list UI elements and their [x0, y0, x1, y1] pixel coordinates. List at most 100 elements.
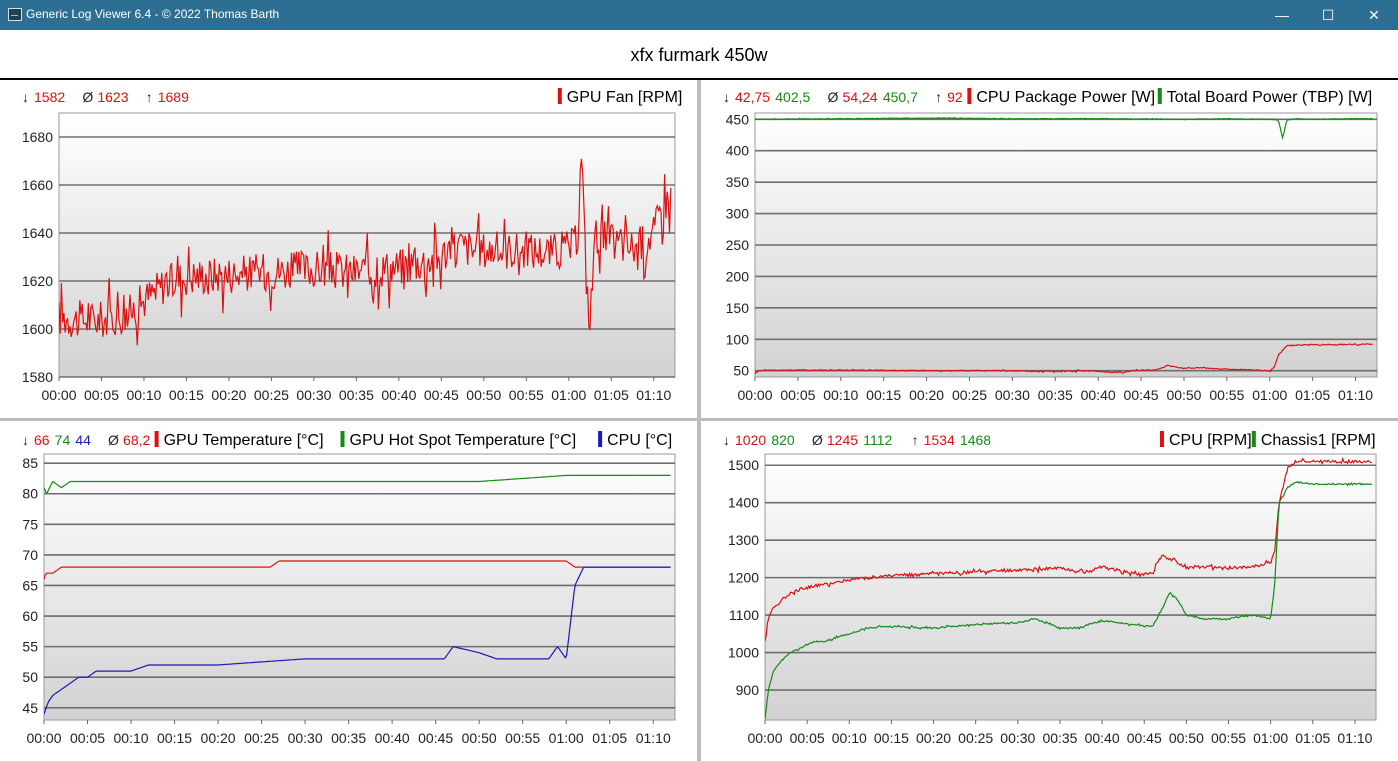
y-tick-label: 1640 — [22, 225, 53, 241]
x-tick-label: 00:05 — [780, 387, 815, 403]
window-title: Generic Log Viewer 6.4 - © 2022 Thomas B… — [26, 7, 280, 21]
y-tick-label: 1580 — [22, 369, 53, 385]
stat-value: 820 — [771, 432, 795, 448]
x-tick-label: 00:05 — [70, 730, 105, 746]
chart-panel-temperature: 45 50 55 60 65 70 75 80 85 00:00 00:05 00:10 00:15 00… — [22, 431, 676, 746]
legend-swatch — [1251, 431, 1256, 447]
x-tick-label: 00:10 — [823, 387, 858, 403]
x-tick-label: 00:15 — [157, 730, 192, 746]
y-tick-label: 1100 — [729, 607, 759, 623]
x-tick-label: 01:00 — [1253, 730, 1288, 746]
x-tick-label: 01:10 — [1337, 730, 1372, 746]
y-tick-label: 900 — [736, 682, 760, 698]
series-line — [765, 480, 1373, 720]
x-tick-label: 00:50 — [466, 387, 501, 403]
stat-value: 402,5 — [775, 89, 810, 105]
legend-label: GPU Fan [RPM] — [567, 89, 683, 106]
x-tick-label: 00:20 — [916, 730, 951, 746]
plot-area[interactable] — [43, 453, 676, 721]
x-tick-label: 00:40 — [381, 387, 416, 403]
x-tick-label: 00:00 — [747, 730, 782, 746]
app-icon — [8, 8, 22, 21]
series-line — [755, 117, 1373, 140]
y-tick-label: 50 — [733, 363, 749, 379]
stat-value: 74 — [55, 432, 71, 448]
stat-symbol: Ø — [812, 432, 823, 448]
x-tick-label: 01:05 — [594, 387, 629, 403]
maximize-button[interactable]: ☐ — [1321, 7, 1335, 23]
x-tick-label: 01:00 — [1252, 387, 1287, 403]
stat-value: 42,75 — [735, 89, 770, 105]
horizontal-divider[interactable] — [0, 418, 1398, 421]
x-tick-label: 01:05 — [592, 730, 627, 746]
y-tick-label: 1600 — [22, 321, 53, 337]
x-tick-label: 00:00 — [737, 387, 772, 403]
x-tick-label: 00:45 — [1127, 730, 1162, 746]
y-tick-label: 75 — [22, 516, 38, 532]
stat-symbol: ↓ — [723, 432, 730, 448]
legend-label: CPU [°C] — [607, 432, 672, 449]
x-tick-label: 00:30 — [296, 387, 331, 403]
stat-value: 1245 — [827, 432, 858, 448]
stat-symbol: ↑ — [146, 89, 153, 105]
stat-value: 54,24 — [843, 89, 878, 105]
x-tick-label: 00:35 — [331, 730, 366, 746]
y-tick-label: 1200 — [728, 570, 759, 586]
y-tick-label: 70 — [22, 547, 38, 563]
x-tick-label: 00:55 — [1211, 730, 1246, 746]
legend-swatch — [557, 88, 562, 104]
y-tick-label: 400 — [726, 143, 750, 159]
series-line — [44, 474, 671, 495]
x-tick-label: 00:30 — [995, 387, 1030, 403]
x-tick-label: 00:45 — [1124, 387, 1159, 403]
header: xfx furmark 450w — [0, 30, 1398, 80]
x-tick-label: 00:30 — [288, 730, 323, 746]
stat-value: 68,2 — [123, 432, 150, 448]
page-title: xfx furmark 450w — [630, 45, 768, 65]
x-tick-label: 01:10 — [636, 387, 671, 403]
legend-swatch — [340, 431, 345, 447]
stat-value: 1112 — [863, 432, 892, 448]
legend-swatch — [967, 88, 972, 104]
legend-label: GPU Hot Spot Temperature [°C] — [350, 432, 577, 449]
stat-value: 1468 — [960, 432, 991, 448]
stat-value: 66 — [34, 432, 50, 448]
x-tick-label: 00:25 — [952, 387, 987, 403]
x-tick-label: 00:50 — [462, 730, 497, 746]
x-tick-label: 00:10 — [126, 387, 161, 403]
y-tick-label: 1620 — [22, 273, 53, 289]
legend-label: Chassis1 [RPM] — [1261, 432, 1376, 449]
y-tick-label: 60 — [22, 608, 38, 624]
stat-symbol: Ø — [108, 432, 119, 448]
x-tick-label: 00:15 — [169, 387, 204, 403]
x-tick-label: 00:00 — [26, 730, 61, 746]
y-tick-label: 150 — [726, 300, 750, 316]
legend-swatch — [154, 431, 159, 447]
x-tick-label: 00:45 — [424, 387, 459, 403]
stat-value: 1689 — [158, 89, 189, 105]
x-tick-label: 00:25 — [244, 730, 279, 746]
y-tick-label: 1680 — [22, 129, 53, 145]
minimize-button[interactable]: — — [1275, 7, 1289, 23]
legend-swatch — [598, 431, 603, 447]
y-tick-label: 1000 — [728, 645, 759, 661]
x-tick-label: 00:15 — [866, 387, 901, 403]
chart-panel-power: 50 100 150 200 250 300 350 400 450 00:00 00:05 00:1… — [723, 88, 1378, 403]
x-tick-label: 01:00 — [551, 387, 586, 403]
chart-panel-gpu-fan: 1580 1600 1620 1640 1660 1680 00:00 00:05 00:10 0… — [22, 88, 683, 403]
y-tick-label: 1660 — [22, 177, 53, 193]
y-tick-label: 65 — [22, 577, 38, 593]
x-tick-label: 00:10 — [832, 730, 867, 746]
y-tick-label: 1300 — [728, 532, 759, 548]
close-button[interactable]: ✕ — [1368, 7, 1380, 23]
series-line — [755, 343, 1373, 375]
x-tick-label: 00:25 — [254, 387, 289, 403]
x-tick-label: 01:00 — [549, 730, 584, 746]
legend-label: Total Board Power (TBP) [W] — [1167, 89, 1372, 106]
x-tick-label: 00:35 — [1042, 730, 1077, 746]
x-tick-label: 00:40 — [1085, 730, 1120, 746]
y-tick-label: 350 — [726, 174, 750, 190]
stat-value: 1020 — [735, 432, 766, 448]
x-tick-label: 00:05 — [790, 730, 825, 746]
x-tick-label: 00:05 — [84, 387, 119, 403]
